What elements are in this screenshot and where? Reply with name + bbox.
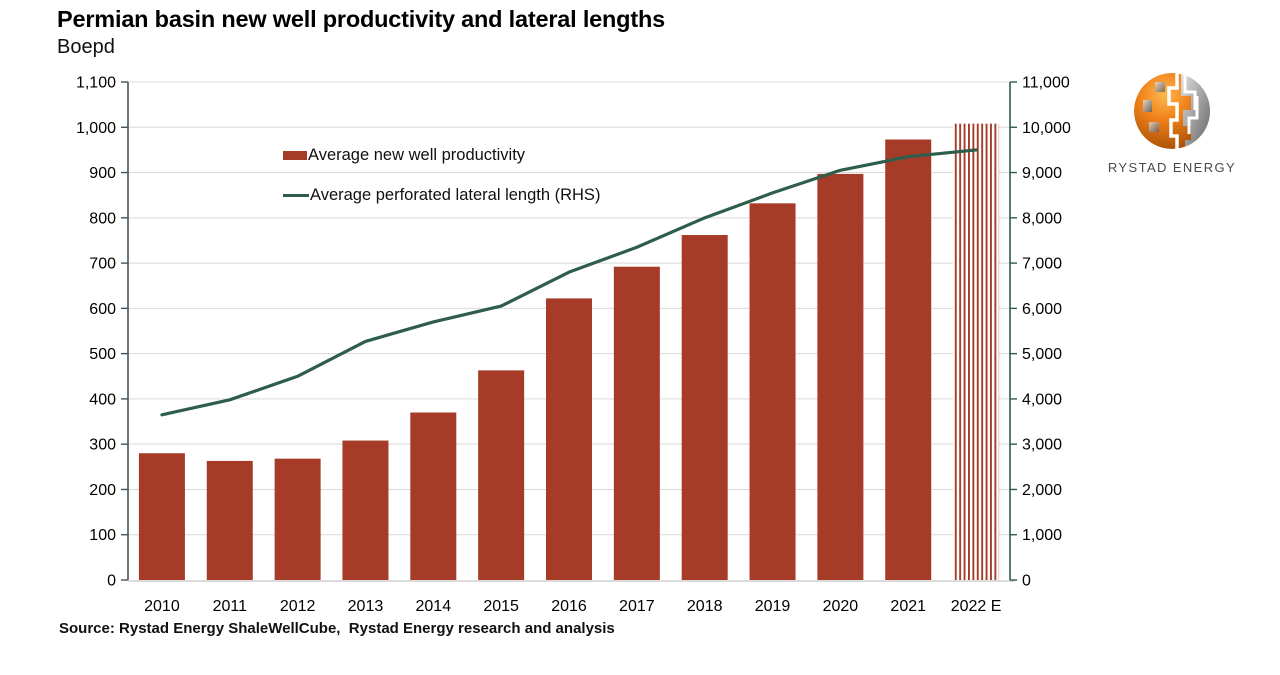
y-right-tick-label: 2,000 bbox=[1022, 482, 1062, 499]
x-tick-label-2016: 2016 bbox=[551, 598, 587, 615]
bar-swatch-icon bbox=[283, 150, 307, 160]
y-left-tick-label: 800 bbox=[89, 210, 116, 227]
y-left-tick-label: 1,100 bbox=[76, 75, 116, 92]
x-tick-label-2022 E: 2022 E bbox=[951, 598, 1002, 615]
bar-2014 bbox=[410, 412, 457, 580]
bar-2022 E bbox=[953, 123, 1000, 580]
y-left-tick-label: 500 bbox=[89, 346, 116, 363]
y-left-tick-label: 300 bbox=[89, 437, 116, 454]
x-tick-label-2013: 2013 bbox=[348, 598, 384, 615]
x-tick-label-2010: 2010 bbox=[144, 598, 180, 615]
y-right-tick-label: 9,000 bbox=[1022, 165, 1062, 182]
x-tick-label-2019: 2019 bbox=[755, 598, 791, 615]
bar-2012 bbox=[274, 458, 321, 580]
bar-2019 bbox=[749, 203, 796, 580]
y-left-tick-label: 400 bbox=[89, 391, 116, 408]
y-left-tick-label: 700 bbox=[89, 256, 116, 273]
x-tick-label-2017: 2017 bbox=[619, 598, 655, 615]
x-tick-label-2020: 2020 bbox=[823, 598, 859, 615]
y-axis-unit-label: Boepd bbox=[57, 36, 115, 58]
y-right-tick-label: 1,000 bbox=[1022, 527, 1062, 544]
source-note: Source: Rystad Energy ShaleWellCube, Rys… bbox=[59, 620, 615, 637]
legend-item-productivity: Average new well productivity bbox=[283, 144, 600, 166]
y-right-tick-label: 4,000 bbox=[1022, 391, 1062, 408]
y-right-tick-label: 6,000 bbox=[1022, 301, 1062, 318]
y-right-tick-label: 0 bbox=[1022, 573, 1031, 590]
y-left-tick-label: 900 bbox=[89, 165, 116, 182]
x-tick-label-2015: 2015 bbox=[483, 598, 519, 615]
x-tick-label-2014: 2014 bbox=[416, 598, 452, 615]
bar-2011 bbox=[206, 460, 253, 580]
x-tick-label-2012: 2012 bbox=[280, 598, 316, 615]
bar-2013 bbox=[342, 440, 389, 580]
y-left-tick-label: 0 bbox=[107, 573, 116, 590]
y-left-tick-label: 600 bbox=[89, 301, 116, 318]
rystad-logo: RYSTAD ENERGY bbox=[1102, 70, 1242, 175]
y-right-tick-label: 11,000 bbox=[1022, 75, 1070, 92]
legend-label-lateral-length: Average perforated lateral length (RHS) bbox=[310, 185, 601, 204]
chart-title: Permian basin new well productivity and … bbox=[57, 6, 665, 32]
logo-wordmark: RYSTAD ENERGY bbox=[1107, 160, 1237, 175]
y-left-tick-label: 100 bbox=[89, 527, 116, 544]
y-left-tick-label: 200 bbox=[89, 482, 116, 499]
y-right-tick-label: 3,000 bbox=[1022, 437, 1062, 454]
bar-2018 bbox=[681, 235, 728, 580]
bar-2010 bbox=[138, 453, 185, 580]
bar-2017 bbox=[613, 266, 660, 580]
legend: Average new well productivity Average pe… bbox=[283, 144, 600, 224]
y-right-tick-label: 8,000 bbox=[1022, 210, 1062, 227]
y-right-tick-label: 7,000 bbox=[1022, 256, 1062, 273]
legend-item-lateral-length: Average perforated lateral length (RHS) bbox=[283, 184, 600, 206]
globe-icon bbox=[1134, 73, 1210, 149]
legend-label-productivity: Average new well productivity bbox=[308, 145, 526, 164]
y-right-tick-label: 5,000 bbox=[1022, 346, 1062, 363]
bar-2016 bbox=[546, 298, 592, 580]
line-swatch-icon bbox=[283, 193, 309, 197]
x-tick-label-2021: 2021 bbox=[890, 598, 926, 615]
x-tick-label-2018: 2018 bbox=[687, 598, 723, 615]
lateral-length-line bbox=[160, 148, 978, 417]
x-tick-label-2011: 2011 bbox=[213, 598, 248, 615]
y-left-tick-label: 1,000 bbox=[76, 120, 116, 137]
bar-2021 bbox=[885, 139, 932, 580]
bar-2015 bbox=[478, 370, 525, 580]
y-right-tick-label: 10,000 bbox=[1022, 120, 1071, 137]
bar-2020 bbox=[817, 173, 864, 581]
